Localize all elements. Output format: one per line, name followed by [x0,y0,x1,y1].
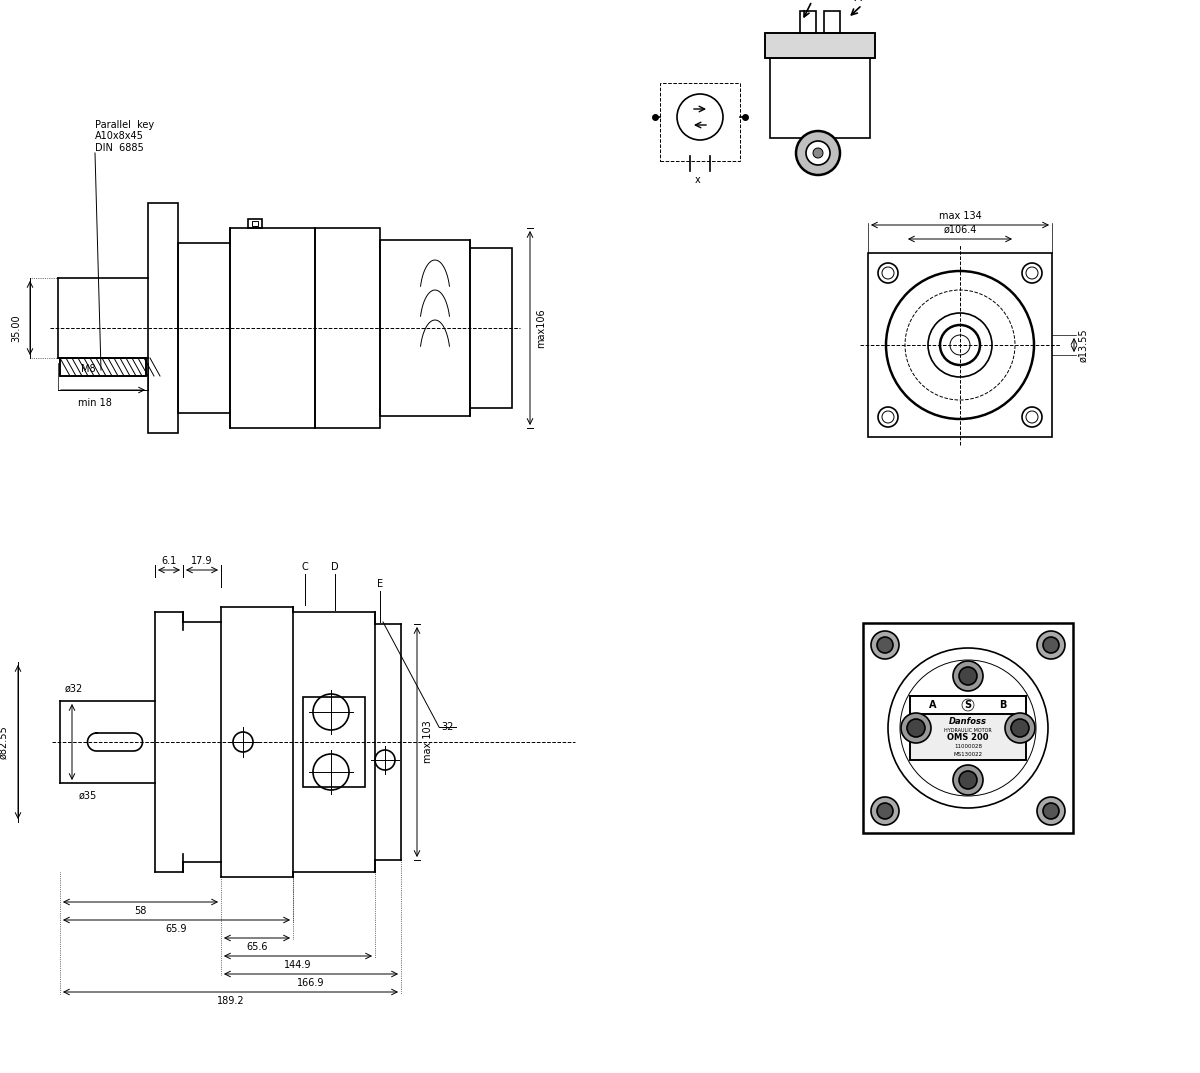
Text: 6.1: 6.1 [161,556,176,565]
Text: M8: M8 [80,364,95,374]
Text: ø106.4: ø106.4 [943,225,977,235]
Text: B: B [1000,700,1007,710]
Circle shape [959,771,977,789]
Circle shape [877,637,893,653]
Circle shape [806,141,830,165]
Text: ø35: ø35 [79,791,97,802]
Text: 189.2: 189.2 [217,996,245,1006]
Circle shape [953,765,983,795]
Text: 144.9: 144.9 [284,960,312,970]
Text: 11000028: 11000028 [954,744,982,749]
Circle shape [953,661,983,691]
Bar [302,697,365,787]
Circle shape [871,631,899,659]
Bar [470,248,512,408]
Text: max106: max106 [536,308,546,348]
Circle shape [871,797,899,825]
Text: ø13.55: ø13.55 [1078,328,1088,362]
Text: x: x [695,175,701,185]
Text: 65.6: 65.6 [246,942,268,952]
Text: HYDRAULIC MOTOR: HYDRAULIC MOTOR [944,727,992,733]
Circle shape [1037,631,1066,659]
Text: MS130022: MS130022 [954,751,983,756]
Text: OMS 200: OMS 200 [947,734,989,743]
Bar [252,221,258,226]
Text: 166.9: 166.9 [298,978,325,988]
Bar [910,696,1026,714]
Circle shape [877,803,893,819]
Text: C: C [301,562,308,572]
Bar [314,227,380,428]
Circle shape [959,667,977,685]
Circle shape [1043,803,1060,819]
Bar [148,203,178,433]
Bar [766,33,875,58]
Circle shape [796,131,840,175]
Bar [863,623,1073,833]
Circle shape [1043,637,1060,653]
Circle shape [1006,712,1034,743]
Bar [910,696,1026,760]
Bar [248,219,262,227]
Text: 58: 58 [134,906,146,916]
Text: max 103: max 103 [424,721,433,763]
Text: max 134: max 134 [938,211,982,221]
Text: E: E [377,579,383,589]
Circle shape [814,148,823,158]
Text: D: D [331,562,338,572]
Circle shape [1010,719,1030,737]
Text: ø82.55: ø82.55 [0,725,8,759]
Text: 65.9: 65.9 [166,924,187,934]
Bar [770,58,870,138]
Bar [660,83,740,161]
Text: A: A [929,700,937,710]
Text: Danfoss: Danfoss [949,718,986,726]
Text: 35.00: 35.00 [11,314,22,342]
Bar [910,696,1026,714]
Bar [230,227,314,428]
Text: 17.9: 17.9 [191,556,212,565]
Text: Parallel  key
A10x8x45
DIN  6885: Parallel key A10x8x45 DIN 6885 [95,120,154,153]
Text: min 18: min 18 [78,398,112,408]
Text: S: S [965,700,972,710]
Bar [60,358,146,376]
Text: ø32: ø32 [65,684,83,694]
Circle shape [901,712,931,743]
Text: 32: 32 [442,722,454,732]
Circle shape [907,719,925,737]
Bar [800,11,816,33]
Text: A: A [854,0,862,3]
Bar [766,33,875,58]
Bar [178,242,230,413]
Bar [868,253,1052,437]
Bar [60,358,146,376]
Bar [380,240,470,416]
Bar [824,11,840,33]
Circle shape [1037,797,1066,825]
Bar [910,696,1026,760]
